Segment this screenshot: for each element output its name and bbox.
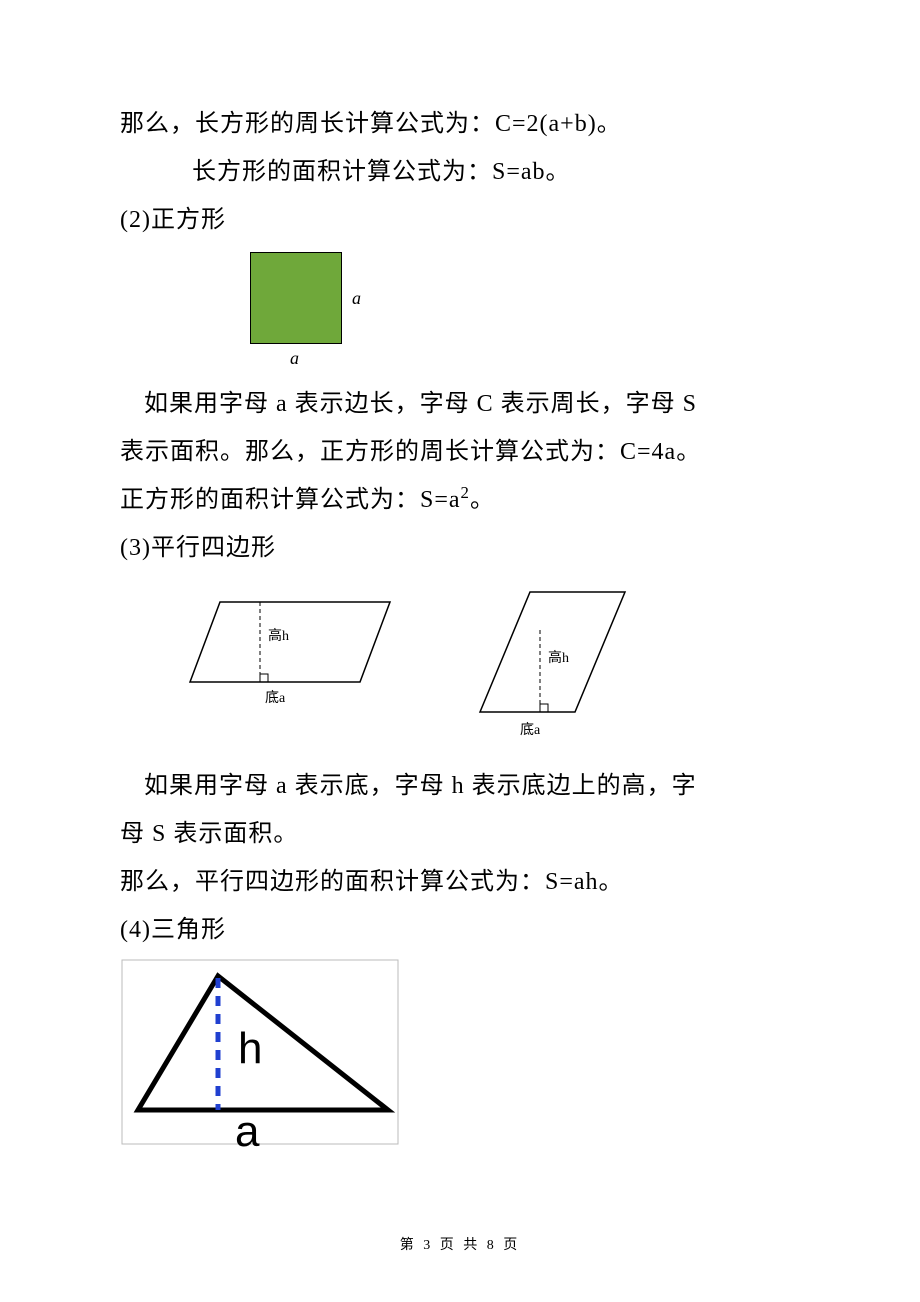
text-line-6-sup: 2 — [461, 483, 470, 502]
heading-parallelogram: (3)平行四边形 — [120, 524, 800, 572]
para1-height-label: 高h — [268, 627, 289, 644]
square-label-a-right: a — [352, 288, 361, 309]
text-line-6: 正方形的面积计算公式为：S=a2。 — [120, 476, 800, 524]
text-line-5: 表示面积。那么，正方形的周长计算公式为：C=4a。 — [120, 428, 800, 476]
square-shape — [250, 252, 342, 344]
text-line-10: 那么，平行四边形的面积计算公式为：S=ah。 — [120, 858, 800, 906]
figure-square: a a — [120, 252, 800, 372]
para2-base-label: 底a — [520, 722, 541, 738]
text-line-2: 长方形的面积计算公式为：S=ab。 — [120, 148, 800, 196]
heading-square: (2)正方形 — [120, 196, 800, 244]
para1-base-label: 底a — [265, 690, 286, 706]
text-line-4: 如果用字母 a 表示边长，字母 C 表示周长，字母 S — [120, 380, 800, 428]
text-line-9: 母 S 表示面积。 — [120, 810, 800, 858]
text-line-1: 那么，长方形的周长计算公式为：C=2(a+b)。 — [120, 100, 800, 148]
square-label-a-bottom: a — [290, 348, 299, 369]
text-line-6c: 。 — [470, 487, 495, 513]
parallelogram-1: 高h 底a — [180, 582, 410, 722]
text-line-6a: 正方形的面积计算公式为：S=a — [120, 487, 461, 513]
figure-parallelograms: 高h 底a 高h 底a — [180, 582, 800, 752]
triangle-h-label: h — [238, 1024, 262, 1073]
page-footer: 第 3 页 共 8 页 — [0, 1234, 920, 1254]
para2-height-label: 高h — [548, 649, 569, 666]
figure-triangle: h a — [120, 958, 800, 1163]
parallelogram-2: 高h 底a — [470, 582, 640, 752]
triangle-a-label: a — [235, 1107, 260, 1156]
heading-triangle: (4)三角形 — [120, 906, 800, 954]
page-content: 那么，长方形的周长计算公式为：C=2(a+b)。 长方形的面积计算公式为：S=a… — [0, 0, 920, 1233]
text-line-8: 如果用字母 a 表示底，字母 h 表示底边上的高，字 — [120, 762, 800, 810]
